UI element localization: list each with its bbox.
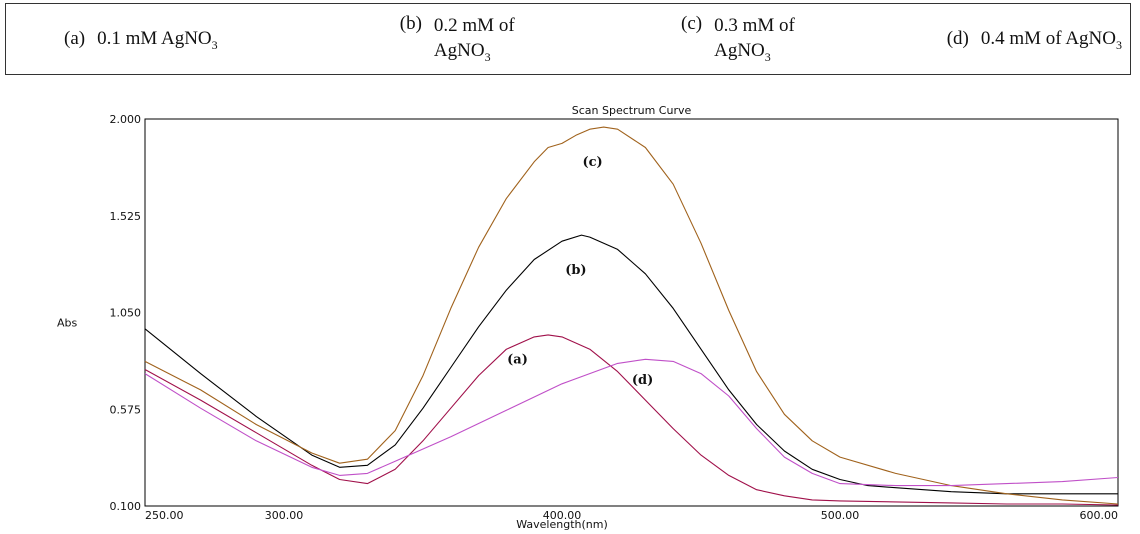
legend-subscript: 3 [764,50,771,65]
legend-tag: (a) [64,27,86,49]
legend-text: 0.1 mM AgNO [97,27,212,49]
legend-subscript: 3 [484,50,491,65]
legend-text: 0.4 mM of AgNO [980,27,1116,49]
legend-tag: (d) [946,27,969,49]
legend-tag: (c) [681,12,703,34]
legend-text: 0.3 mM of AgNO [714,14,795,62]
curve-label-b: (b) [565,263,586,278]
chart-title: Scan Spectrum Curve [572,104,692,117]
y-tick-label: 0.100 [110,500,142,513]
legend-tag: (b) [399,12,422,34]
curve-labels: (a) (b) (c) (d) [507,155,653,388]
y-tick-label: 1.525 [110,210,142,223]
curve-label-c: (c) [582,155,602,170]
series-line-b [144,234,1118,495]
legend-cell-d: (d) 0.4 mM of AgNO3 [849,3,1132,75]
x-tick-label: 400.00 [543,509,582,522]
x-tick-label: 600.00 [1080,509,1119,522]
sample-legend-table: (a) 0.1 mM AgNO3 (b) 0.2 mM of AgNO3 (c)… [4,3,1132,75]
legend-text: 0.2 mM of AgNO [433,14,515,62]
x-tick-label: 250.00 [145,509,184,522]
legend-subscript: 3 [1116,37,1122,52]
x-tick-label: 500.00 [821,509,860,522]
spectrum-chart: Scan Spectrum Curve 250.00 300.00 400.00 50… [57,104,1119,531]
series-line-d [144,358,1119,487]
series-line-a [144,334,1119,506]
x-tick-label: 300.00 [265,509,304,522]
legend-cell-a: (a) 0.1 mM AgNO3 [4,3,287,75]
curves [144,126,1119,506]
y-axis-label: Abs [57,317,78,330]
curve-label-d: (d) [632,373,653,388]
axis-ticks: 250.00 300.00 400.00 500.00 600.00 2.000 1.525… [110,113,1119,522]
y-tick-label: 1.050 [110,307,142,320]
x-axis-label: Wavelength(nm) [516,518,608,531]
plot-frame [144,118,1119,507]
y-tick-label: 2.000 [110,113,142,126]
legend-cell-c: (c) 0.3 mM of AgNO3 [568,3,850,75]
legend-cell-b: (b) 0.2 mM of AgNO3 [286,3,568,75]
curve-label-a: (a) [507,352,528,367]
series-line-c [144,126,1119,505]
y-tick-label: 0.575 [110,403,142,416]
legend-subscript: 3 [211,37,218,52]
